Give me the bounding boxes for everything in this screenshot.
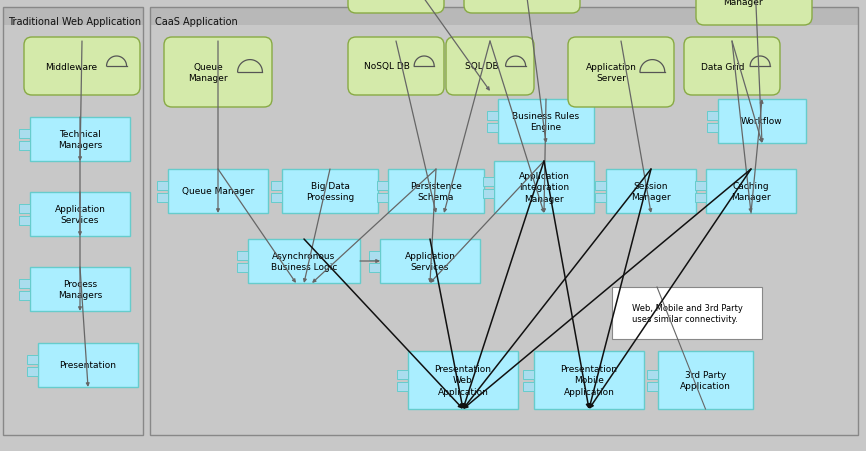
Text: Session
Manager: Session Manager [631,182,671,202]
Text: Caching
Manager: Caching Manager [731,182,771,202]
Bar [19,129,30,138]
FancyBboxPatch shape [348,0,444,14]
Bar [3,8,143,26]
Bar [237,251,248,260]
Bar [271,181,282,190]
Text: Middleware: Middleware [45,62,97,71]
Bar [157,181,168,190]
Bar [150,26,858,435]
Bar [612,287,762,339]
Bar [150,8,858,26]
Bar [380,239,480,283]
Text: Persistence
Schema: Persistence Schema [410,182,462,202]
Bar [534,351,644,409]
Bar [523,382,534,391]
Text: Queue
Manager: Queue Manager [188,63,228,83]
Text: Queue Manager: Queue Manager [182,187,254,196]
Bar [408,351,518,409]
Text: Presentation
Web
Application: Presentation Web Application [435,364,492,396]
Bar [157,193,168,202]
Bar [282,170,378,213]
Bar [168,170,268,213]
Text: NoSQL DB: NoSQL DB [365,62,410,71]
Bar [695,181,706,190]
Text: Application
Services: Application Services [404,251,456,272]
Bar [707,123,718,132]
Text: Technical
Managers: Technical Managers [58,130,102,150]
Bar [19,141,30,150]
Bar [487,123,498,132]
Bar [595,193,606,202]
Bar [658,351,753,409]
Text: Traditional Web Application: Traditional Web Application [8,17,141,27]
Bar [248,239,360,283]
Bar [487,111,498,120]
Text: 3rd Party
Application: 3rd Party Application [680,370,731,390]
Bar [595,181,606,190]
FancyBboxPatch shape [164,38,272,108]
Bar [647,370,658,379]
Bar [377,181,388,190]
Text: Data Grid: Data Grid [701,62,745,71]
Bar [388,170,484,213]
Text: Asynchronous
Business Logic: Asynchronous Business Logic [271,251,337,272]
Bar [397,382,408,391]
Bar [377,193,388,202]
Bar [718,100,806,144]
Bar [30,267,130,311]
Bar [38,343,138,387]
Bar [706,170,796,213]
Text: SQL DB: SQL DB [465,62,499,71]
Text: Business
Process
Manager: Business Process Manager [723,0,763,7]
Text: Presentation
Mobile
Application: Presentation Mobile Application [560,364,617,396]
Text: Process
Managers: Process Managers [58,279,102,299]
Bar [19,291,30,300]
Text: Business Rules
Engine: Business Rules Engine [513,112,579,132]
Text: CaaS Application: CaaS Application [155,17,238,27]
Bar [27,355,38,364]
Text: Web, Mobile and 3rd Party
uses similar connectivity.: Web, Mobile and 3rd Party uses similar c… [631,303,742,324]
FancyBboxPatch shape [446,38,534,96]
Bar [150,8,858,435]
Bar [397,370,408,379]
FancyBboxPatch shape [684,38,780,96]
Bar [523,370,534,379]
Bar [3,8,143,435]
Bar [498,100,594,144]
FancyBboxPatch shape [348,38,444,96]
Bar [271,193,282,202]
FancyBboxPatch shape [696,0,812,26]
Bar [19,204,30,213]
Bar [707,111,718,120]
Bar [369,263,380,272]
Text: Big Data
Processing: Big Data Processing [306,182,354,202]
FancyBboxPatch shape [464,0,580,14]
Bar [237,263,248,272]
Bar [483,177,494,186]
Text: Presentation: Presentation [60,361,117,370]
Bar [30,118,130,161]
Bar [483,189,494,198]
Text: Workflow: Workflow [741,117,783,126]
Bar [27,367,38,376]
Text: Application
Server: Application Server [585,63,637,83]
Text: Application
Services: Application Services [55,204,106,225]
Bar [695,193,706,202]
Bar [606,170,696,213]
Text: Application
Integration
Manager: Application Integration Manager [519,172,570,203]
Bar [30,193,130,236]
Bar [647,382,658,391]
Bar [494,161,594,213]
Bar [369,251,380,260]
Bar [19,279,30,288]
Bar [19,216,30,225]
FancyBboxPatch shape [568,38,674,108]
Bar [3,26,143,435]
FancyBboxPatch shape [24,38,140,96]
